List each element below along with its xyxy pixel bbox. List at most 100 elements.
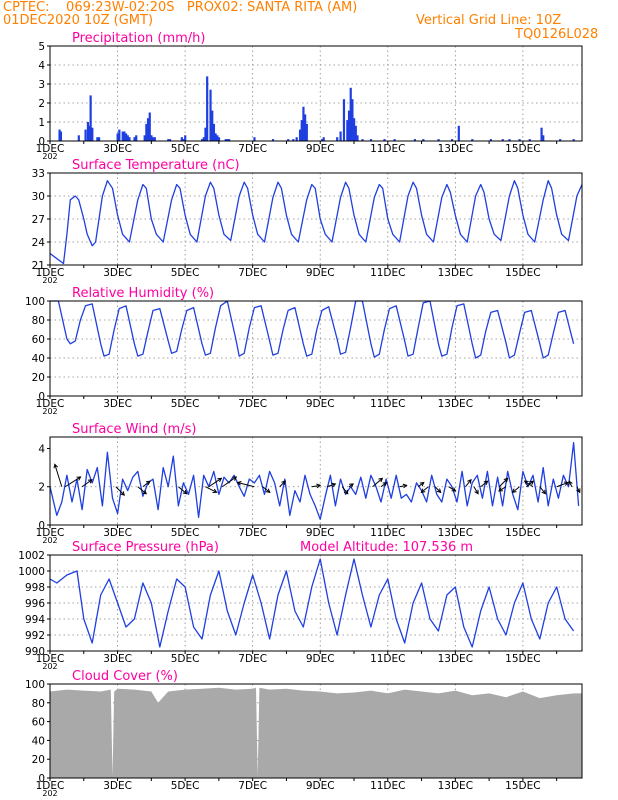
precip-xtick-label: 3DEC	[103, 143, 132, 155]
wind-arrow	[465, 479, 472, 488]
wind-line	[49, 442, 580, 520]
precip-bar	[295, 137, 298, 141]
precip-bar	[508, 139, 511, 141]
precip-bar	[148, 112, 151, 141]
precip-bar	[182, 139, 185, 141]
rh-ytick-label: 60	[32, 334, 45, 346]
precip-bar	[304, 114, 307, 141]
wind-arrow	[434, 486, 442, 493]
precip-bar	[150, 135, 153, 141]
cloud-xtick-label: 1DEC	[36, 780, 65, 792]
precip-bar	[128, 137, 131, 141]
precip-bar	[121, 131, 124, 141]
pres-ytick-label: 994	[25, 614, 45, 626]
wind-arrow	[237, 482, 255, 488]
wind-arrow	[568, 480, 573, 487]
precip-ytick-label: 3	[38, 79, 45, 91]
precip-bar	[300, 120, 303, 141]
temp-ytick-label: 24	[32, 237, 46, 249]
wind-arrow	[178, 486, 188, 495]
precip-bar	[320, 139, 324, 141]
rh-xtick-label: 5DEC	[171, 398, 200, 410]
precip-bar	[145, 123, 148, 141]
wind-arrow-head	[483, 480, 489, 486]
precip-bar	[96, 137, 99, 141]
wind-arrow-head	[265, 488, 271, 493]
header-init-time: 01DEC2020 10Z (GMT)	[3, 13, 154, 28]
wind-arrow-head	[503, 477, 509, 483]
precip-xtick-label: 7DEC	[238, 143, 267, 155]
cloud-xtick-label: 11DEC	[370, 780, 405, 792]
precip-bar	[298, 129, 302, 141]
precip-bar	[87, 125, 91, 141]
precip-bar	[413, 139, 416, 141]
cloud-xtick-label: 3DEC	[103, 780, 132, 792]
precip-bar	[346, 120, 349, 141]
precip-bar	[167, 139, 170, 141]
wind-arrow	[498, 477, 508, 488]
precip-bar	[457, 125, 460, 141]
precip-bar	[59, 131, 63, 141]
cloud-ytick-label: 0	[38, 773, 45, 785]
precip-bar	[77, 135, 80, 141]
wind-arrow-head	[529, 480, 535, 486]
precip-ytick-label: 4	[38, 60, 45, 72]
precip-bar	[201, 139, 204, 141]
precip-bar	[125, 133, 128, 141]
cloud-frame	[49, 683, 583, 779]
rh-xtick-label: 3DEC	[103, 398, 132, 410]
wind-xtick-label: 9DEC	[306, 527, 335, 539]
precip-ytick-label: 5	[38, 41, 45, 53]
wind-arrow	[525, 480, 534, 488]
wind-arrow	[420, 486, 429, 493]
precip-xtick-label: 13DEC	[438, 143, 473, 155]
wind-arrow-head	[76, 476, 82, 481]
precip-bar	[518, 139, 521, 141]
rh-xtick-label: 1DEC	[36, 398, 65, 410]
cloud-xtick-label: 7DEC	[238, 780, 267, 792]
precip-bar	[437, 139, 440, 141]
wind-arrow-head	[316, 483, 322, 489]
precip-bar	[351, 99, 354, 141]
wind-arrow-head	[498, 487, 504, 492]
cloud-xtick-label: 15DEC	[505, 780, 540, 792]
model-altitude-label: Model Altitude: 107.536 m	[300, 540, 473, 555]
cloud-xtick-label: 5DEC	[171, 780, 200, 792]
wind-arrow-head	[53, 463, 59, 469]
wind-arrow	[205, 486, 217, 493]
temp-xtick-label: 5DEC	[171, 267, 200, 279]
precip-bar	[133, 137, 136, 141]
wind-arrow	[311, 484, 321, 488]
precip-xtick-label: 9DEC	[306, 143, 335, 155]
wind-arrow-head	[467, 478, 472, 484]
temp-xtick-label: 3DEC	[103, 267, 132, 279]
temp-xtick-label: 13DEC	[438, 267, 473, 279]
precip-xtick-label: 15DEC	[505, 143, 540, 155]
precip-bar	[126, 135, 129, 141]
wind-arrow	[54, 464, 63, 487]
rh-line	[50, 300, 575, 359]
wind-xtick-label: 3DEC	[103, 527, 132, 539]
precip-bar	[349, 87, 352, 141]
precip-bar	[353, 118, 356, 141]
precip-title: Precipitation (mm/h)	[72, 31, 205, 46]
temp-ytick-label: 21	[32, 260, 45, 272]
header-line1: CPTEC: 069:23W-02:20S PROX02: SANTA RITA…	[3, 0, 358, 15]
precip-bar	[336, 137, 339, 141]
rh-xtick-label: 11DEC	[370, 398, 405, 410]
rh-ytick-label: 20	[32, 372, 45, 384]
wind-arrow-head	[541, 489, 547, 495]
precip-bar	[322, 137, 325, 141]
rh-ytick-label: 40	[32, 353, 45, 365]
cloud-ytick-label: 60	[32, 717, 45, 729]
wind-arrow	[81, 479, 93, 488]
wind-arrow	[539, 486, 546, 495]
wind-arrow	[115, 486, 125, 496]
precip-bar	[226, 139, 229, 141]
temp-ytick-label: 33	[32, 168, 45, 180]
wind-arrow	[262, 486, 271, 493]
wind-arrow	[480, 480, 488, 488]
precip-xtick-label: 11DEC	[370, 143, 405, 155]
wind-arrow-head	[382, 481, 388, 487]
